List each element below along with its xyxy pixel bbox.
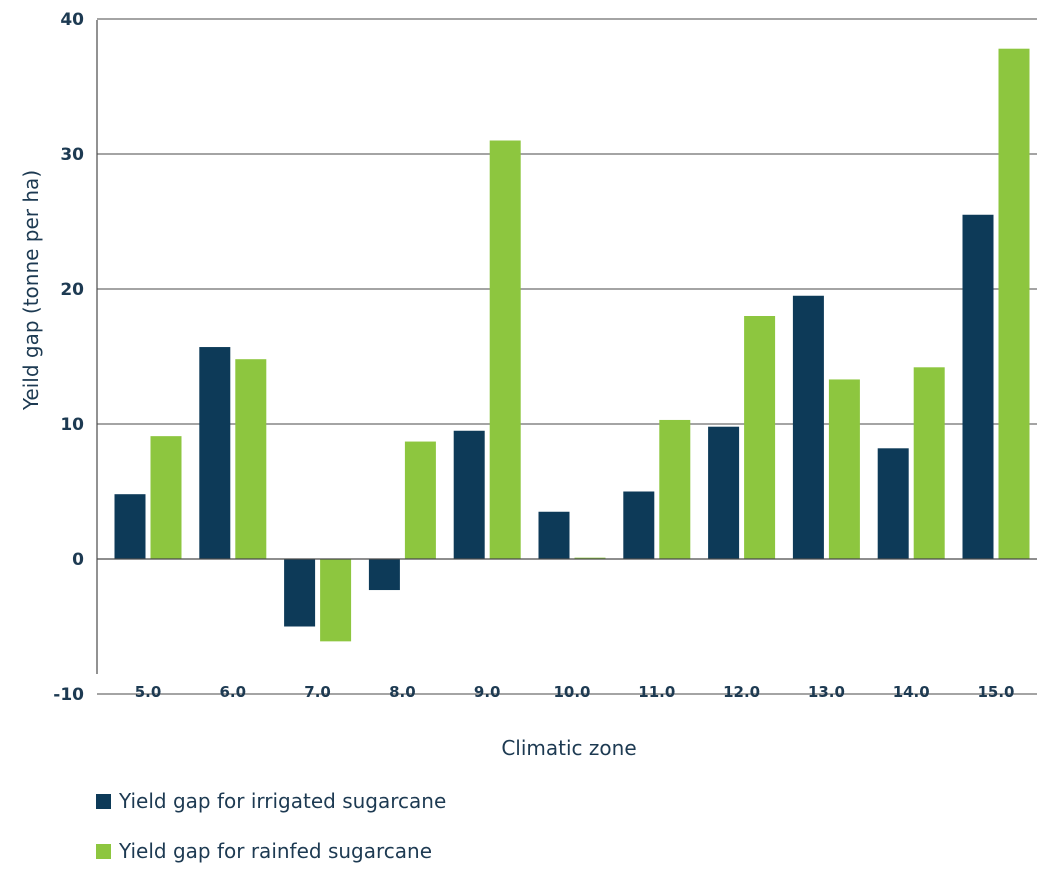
chart: 40 30 20 10 0 -10 5.0 6.0 7.0 8.0 9.0 10.0 11.0 12.0… [19,10,1037,760]
y-tick-label: 10 [60,415,84,435]
bar-rainfed-7.0 [320,559,352,642]
bar-irrigated-14.0 [877,448,909,559]
bar-irrigated-5.0 [114,494,146,559]
legend-label-rainfed: Yield gap for rainfed sugarcane [119,839,433,863]
bar-rainfed-9.0 [489,140,521,559]
bar-rainfed-13.0 [828,379,860,559]
bar-rainfed-10.0 [574,557,606,559]
bar-rainfed-11.0 [659,419,691,559]
legend: Yield gap for irrigated sugarcane Yield … [96,786,446,886]
x-tick-label: 8.0 [389,683,416,701]
y-tick-label: -10 [53,685,84,705]
bar-irrigated-10.0 [538,511,570,559]
bar-irrigated-9.0 [453,430,485,559]
x-tick-label: 7.0 [304,683,331,701]
legend-label-irrigated: Yield gap for irrigated sugarcane [119,789,447,813]
x-tick-label: 15.0 [977,683,1014,701]
bar-irrigated-15.0 [962,214,994,559]
x-tick-label: 6.0 [220,683,247,701]
y-tick-labels: 40 30 20 10 0 -10 [53,10,84,705]
y-tick-label: 40 [60,10,84,30]
y-tick-label: 20 [60,280,84,300]
x-axis-title: Climatic zone [501,736,636,760]
legend-swatch-irrigated [96,793,111,809]
legend-item-irrigated: Yield gap for irrigated sugarcane [96,786,446,816]
bar-irrigated-6.0 [199,347,231,559]
legend-item-rainfed: Yield gap for rainfed sugarcane [96,836,446,866]
y-tick-label: 0 [72,550,84,570]
bar-rainfed-8.0 [404,441,436,559]
x-tick-label: 11.0 [638,683,675,701]
y-tick-label: 30 [60,145,84,165]
bar-rainfed-5.0 [150,436,182,559]
bar-irrigated-12.0 [708,426,740,559]
bar-irrigated-11.0 [623,491,655,559]
y-axis-title: Yeild gap (tonne per ha) [19,170,43,411]
x-tick-label: 12.0 [723,683,760,701]
bar-irrigated-7.0 [284,559,316,627]
bar-irrigated-13.0 [792,295,824,559]
gridlines [97,18,1037,695]
x-tick-labels: 5.0 6.0 7.0 8.0 9.0 10.0 11.0 12.0 13.0 14.0 15.0 [135,683,1015,701]
bars [114,48,1030,642]
bar-rainfed-6.0 [235,359,267,559]
bar-rainfed-12.0 [744,316,776,559]
x-tick-label: 9.0 [474,683,501,701]
bar-rainfed-15.0 [998,48,1030,559]
x-tick-label: 14.0 [893,683,930,701]
x-tick-label: 13.0 [808,683,845,701]
legend-swatch-rainfed [96,843,111,859]
bar-irrigated-8.0 [368,559,400,591]
axes [96,20,1037,674]
bar-rainfed-14.0 [913,367,945,559]
x-tick-label: 5.0 [135,683,162,701]
x-tick-label: 10.0 [553,683,590,701]
